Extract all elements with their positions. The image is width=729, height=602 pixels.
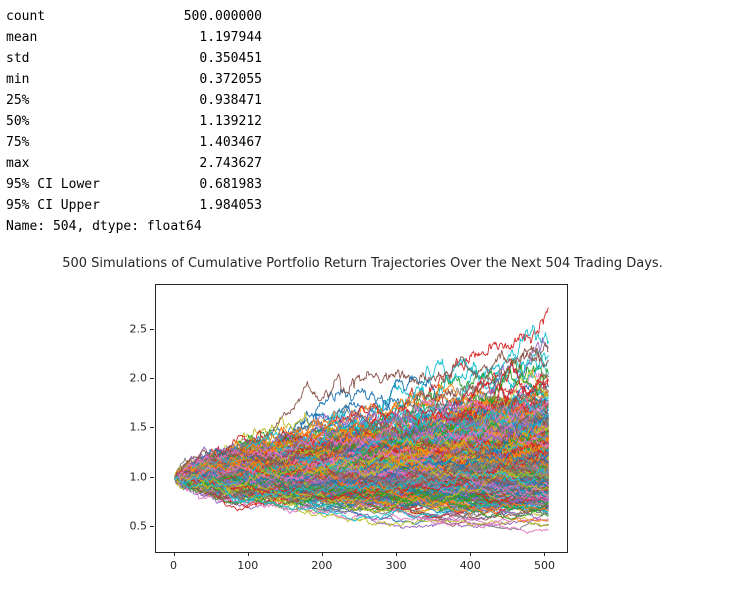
stat-value: 1.139212 — [199, 114, 262, 129]
stat-label: std — [6, 51, 30, 66]
plot-area — [155, 284, 568, 553]
stats-row: 95% CI Upper 1.984053 — [6, 195, 262, 216]
x-axis-tickmark — [247, 552, 249, 556]
stat-label: 25% — [6, 93, 30, 108]
y-axis-tickmark — [150, 476, 154, 478]
stats-output: count 500.000000 mean 1.197944 std 0.350451 mi… — [6, 6, 262, 237]
stats-row: 95% CI Lower 0.681983 — [6, 174, 262, 195]
x-axis-tick-label: 400 — [459, 559, 481, 572]
y-axis-tick-label: 0.5 — [129, 519, 148, 533]
stats-row: max 2.743627 — [6, 153, 262, 174]
x-axis-tickmark — [544, 552, 546, 556]
stat-value: 0.350451 — [199, 51, 262, 66]
y-axis-tick-label: 2.0 — [129, 371, 148, 385]
y-axis-tickmark — [150, 526, 154, 528]
stats-row: mean 1.197944 — [6, 27, 262, 48]
stats-row: 25% 0.938471 — [6, 90, 262, 111]
y-axis-tick-label: 1.0 — [129, 470, 148, 484]
stats-row: 75% 1.403467 — [6, 132, 262, 153]
y-axis-tick-label: 2.5 — [129, 322, 148, 335]
stat-value: 2.743627 — [199, 156, 262, 171]
stat-label: max — [6, 156, 30, 171]
stats-row: 50% 1.139212 — [6, 111, 262, 132]
y-axis-tickmark — [150, 427, 154, 429]
stat-label: 75% — [6, 135, 30, 150]
stat-label: 95% CI Upper — [6, 198, 100, 213]
x-axis-tickmark — [321, 552, 323, 556]
x-axis-tick-label: 500 — [533, 559, 555, 572]
y-axis-tickmark — [150, 377, 154, 379]
y-axis-tick-label: 1.5 — [129, 420, 148, 434]
stat-value: 1.403467 — [199, 135, 262, 150]
x-axis-tick-label: 300 — [385, 559, 407, 572]
stats-row: min 0.372055 — [6, 69, 262, 90]
stat-value: 0.681983 — [199, 177, 262, 192]
x-axis-tick-label: 200 — [311, 559, 333, 572]
chart-title: 500 Simulations of Cumulative Portfolio … — [62, 256, 663, 271]
stat-label: min — [6, 72, 30, 87]
x-axis-tickmark — [396, 552, 398, 556]
stat-value: 500.000000 — [183, 9, 262, 24]
stat-label: count — [6, 9, 46, 24]
x-axis-tickmark — [470, 552, 472, 556]
stat-value: 1.984053 — [199, 198, 262, 213]
stat-label: mean — [6, 30, 38, 45]
y-axis-tickmark — [150, 328, 154, 330]
stats-row: count 500.000000 — [6, 6, 262, 27]
stats-footer: Name: 504, dtype: float64 — [6, 219, 202, 234]
stat-value: 0.938471 — [199, 93, 262, 108]
x-axis-tick-label: 100 — [237, 559, 259, 572]
simulation-lines-canvas — [156, 285, 567, 552]
x-axis-tickmark — [173, 552, 175, 556]
stat-value: 1.197944 — [199, 30, 262, 45]
stat-value: 0.372055 — [199, 72, 262, 87]
stat-label: 95% CI Lower — [6, 177, 100, 192]
stats-row: std 0.350451 — [6, 48, 262, 69]
stat-label: 50% — [6, 114, 30, 129]
x-axis-tick-label: 0 — [170, 559, 178, 572]
